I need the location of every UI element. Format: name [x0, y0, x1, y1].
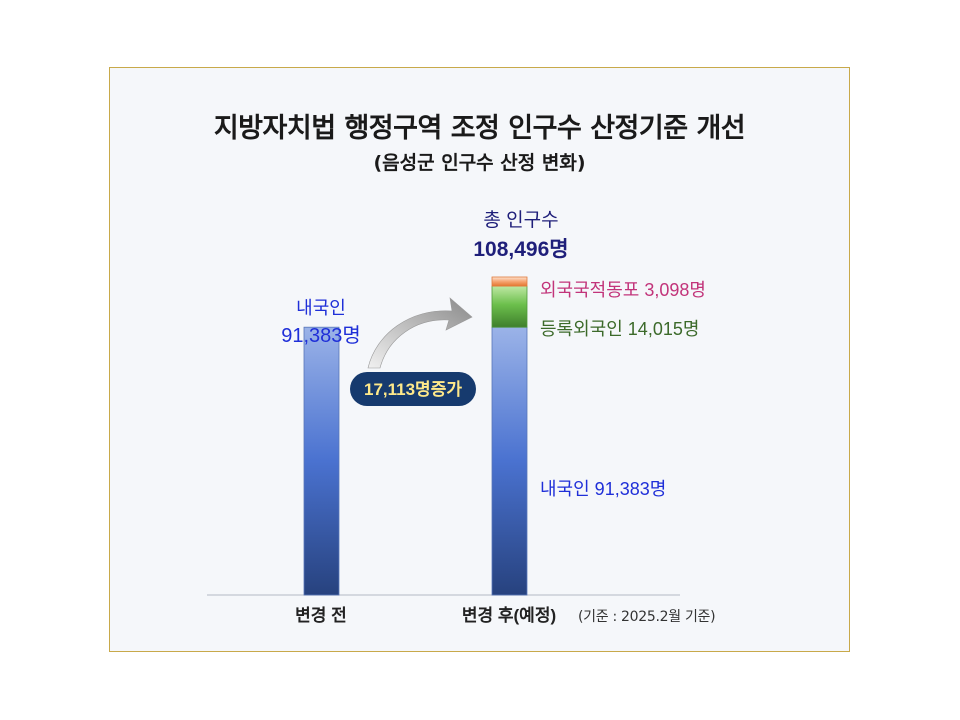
chart-panel: 지방자치법 행정구역 조정 인구수 산정기준 개선 (음성군 인구수 산정 변화…	[109, 67, 850, 652]
chart-subtitle: (음성군 인구수 산정 변화)	[373, 152, 586, 174]
domestic-label: 내국인 91,383명	[540, 479, 666, 499]
registered-foreigner-label: 등록외국인 14,015명	[540, 319, 699, 339]
bar-before-domestic	[303, 326, 340, 596]
category-label-after: 변경 후(예정)	[462, 605, 556, 625]
chart-title: 지방자치법 행정구역 조정 인구수 산정기준 개선	[213, 113, 746, 144]
increase-arrow-icon	[367, 297, 473, 369]
category-label-before: 변경 전	[295, 606, 347, 625]
bar-after-overseas-korean	[491, 276, 528, 287]
increase-label: 17,113명증가	[364, 380, 462, 399]
before-label-title: 내국인	[296, 298, 346, 318]
source-note: (기준 : 2025.2월 기준)	[578, 609, 716, 625]
bar-after-domestic	[491, 326, 528, 596]
total-label-value: 108,496명	[473, 238, 568, 261]
increase-badge	[350, 372, 476, 406]
before-label-value: 91,383명	[281, 324, 361, 347]
bar-after-registered-foreigner	[491, 285, 528, 328]
population-bar-chart: 17,113명증가 내국인 91,383명 총 인구수 108,496명 외국국…	[207, 209, 706, 625]
overseas-korean-label: 외국국적동포 3,098명	[540, 280, 706, 300]
total-label-title: 총 인구수	[483, 209, 558, 231]
